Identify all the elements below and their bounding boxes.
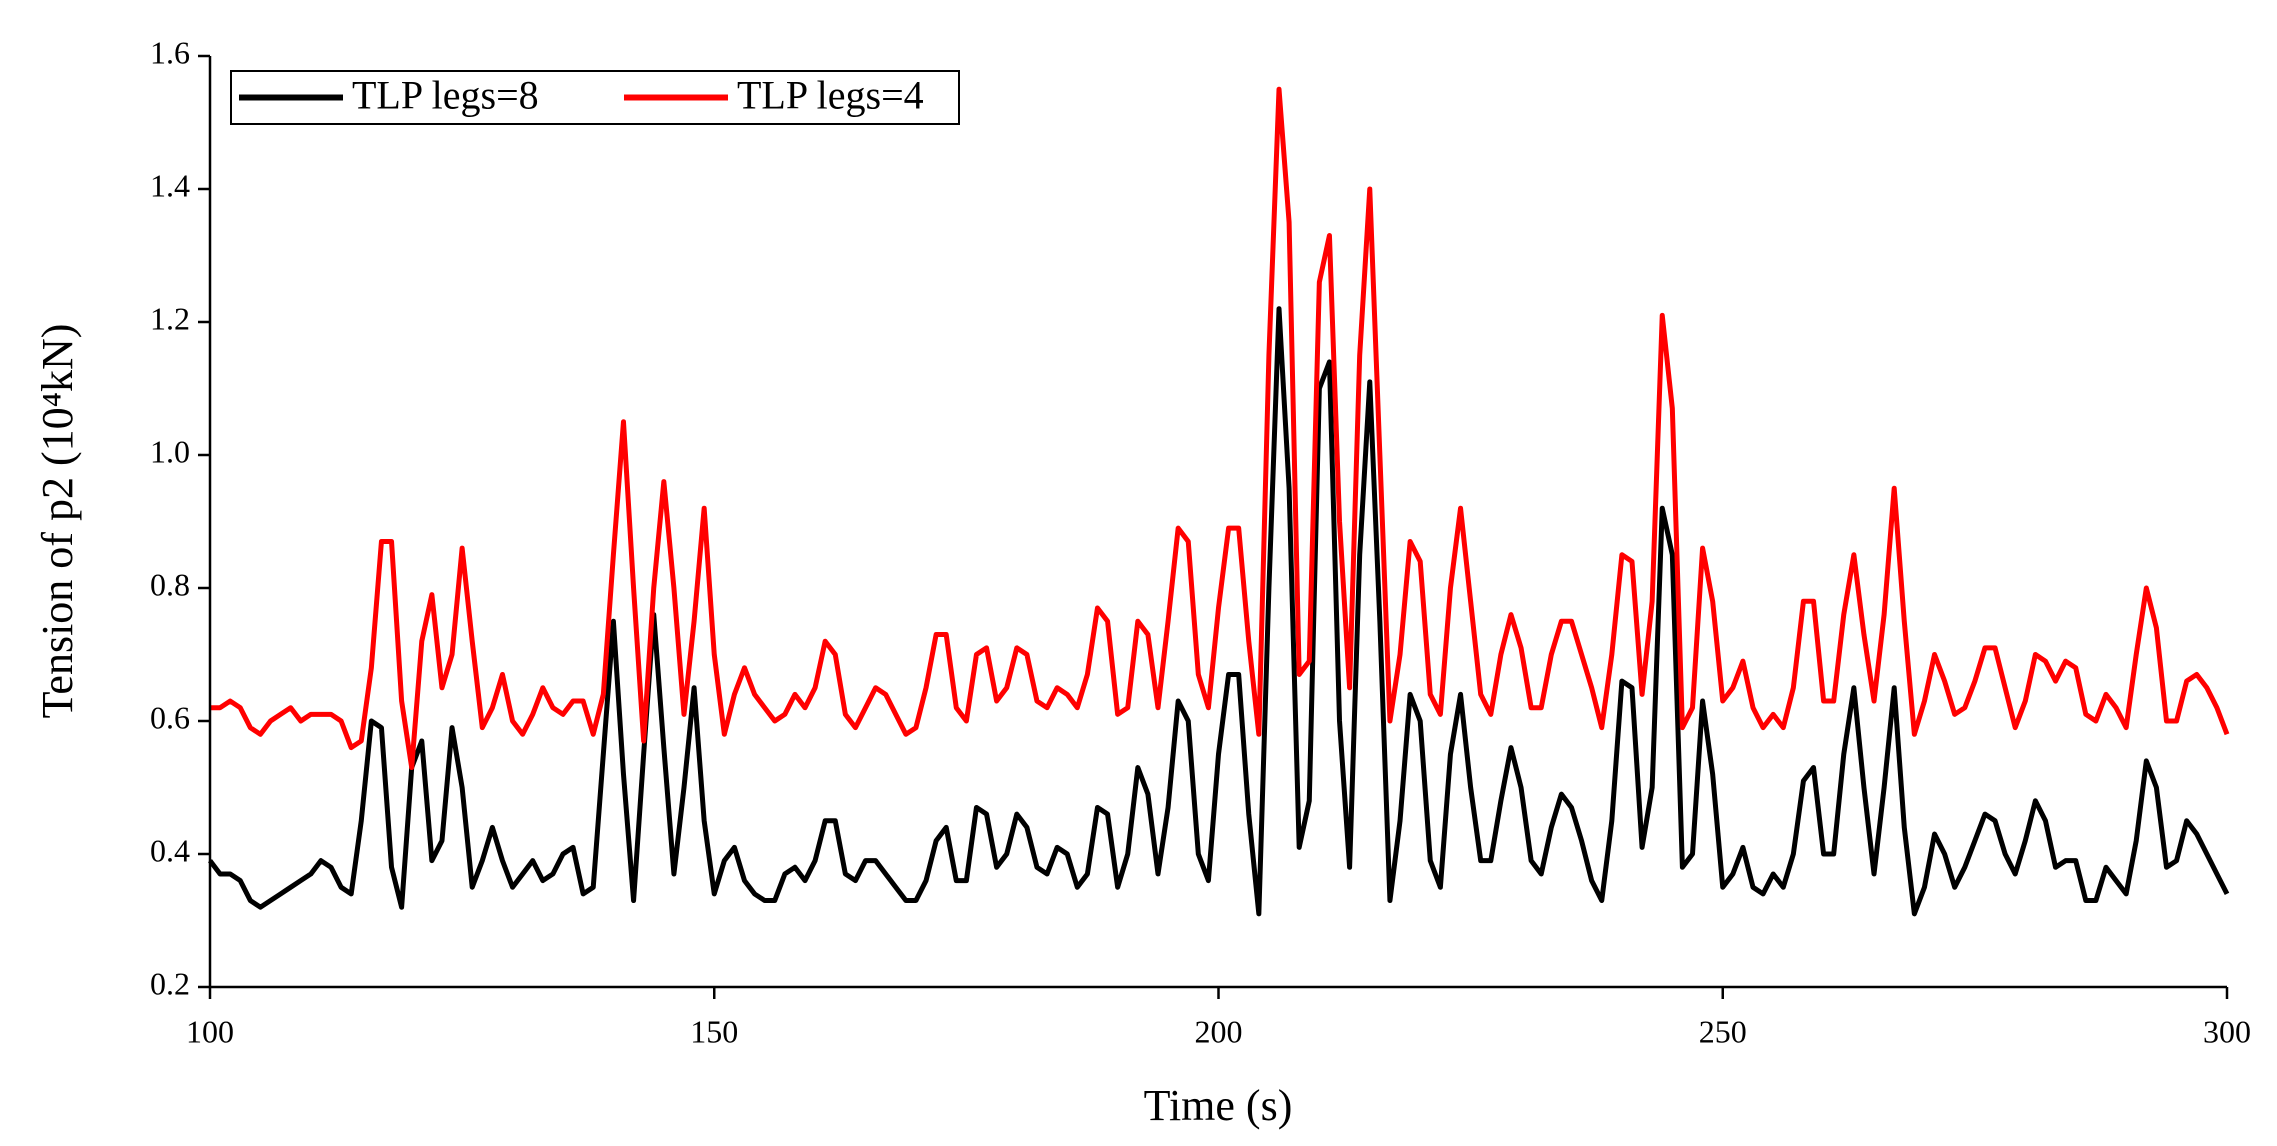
x-tick-label: 300: [2203, 1013, 2251, 1049]
y-tick-label: 1.2: [150, 300, 190, 336]
x-tick-label: 150: [690, 1013, 738, 1049]
y-axis-label: Tension of p2 (10⁴kN): [33, 324, 82, 719]
y-tick-label: 0.6: [150, 699, 190, 735]
x-tick-label: 200: [1195, 1013, 1243, 1049]
x-axis-label: Time (s): [1144, 1081, 1293, 1130]
legend-label: TLP legs=4: [737, 73, 924, 118]
line-series: [210, 86, 2230, 771]
legend-box: [230, 70, 960, 125]
legend-label: TLP legs=8: [352, 73, 539, 118]
x-tick-label: 250: [1699, 1013, 1747, 1049]
line-series: [208, 306, 2230, 917]
y-tick-label: 1.6: [150, 34, 190, 70]
y-tick-label: 0.8: [150, 566, 190, 602]
y-tick-label: 0.4: [150, 832, 190, 868]
y-tick-label: 1.4: [150, 167, 190, 203]
x-tick-label: 100: [186, 1013, 234, 1049]
y-tick-label: 1.0: [150, 433, 190, 469]
y-tick-label: 0.2: [150, 965, 190, 1001]
